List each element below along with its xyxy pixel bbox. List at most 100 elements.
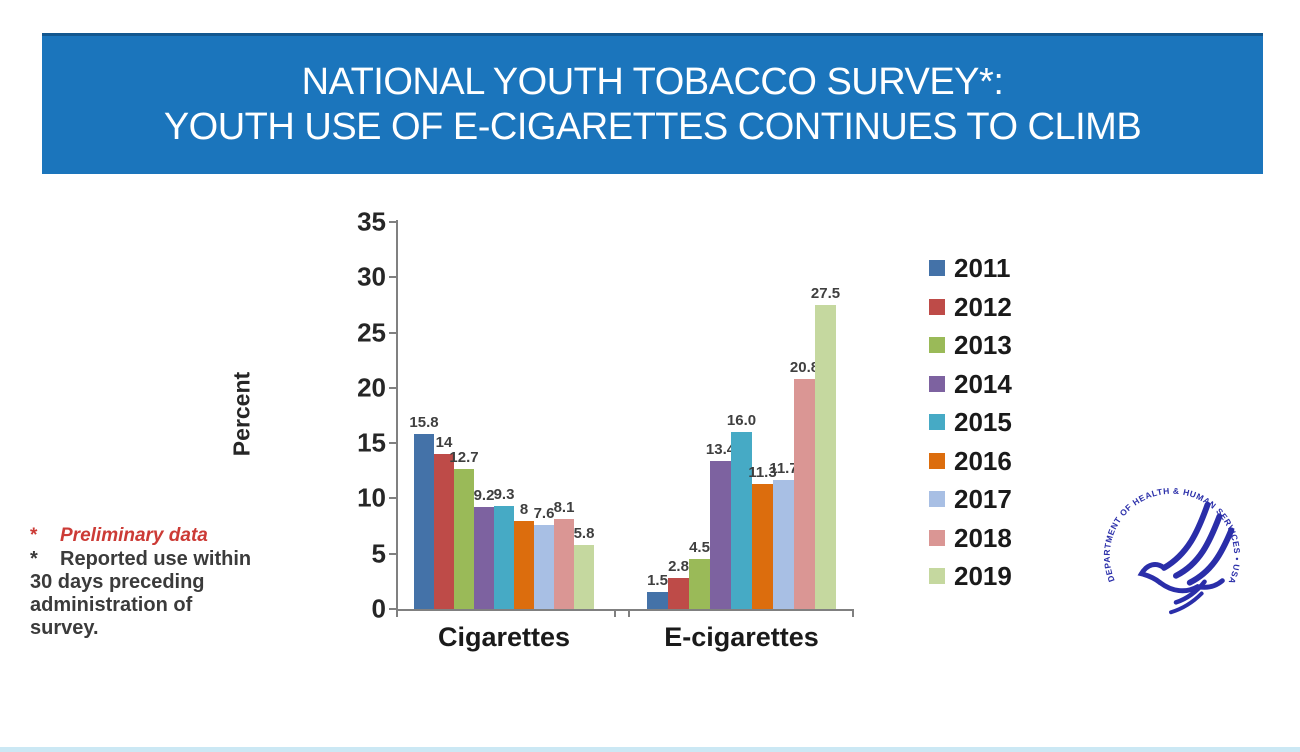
bar-value-label: 1.5 xyxy=(647,572,668,589)
bar-value-label: 11.3 xyxy=(748,464,777,481)
bar-2013-e-cigarettes xyxy=(689,559,710,609)
y-axis-title: Percent xyxy=(228,371,255,457)
bar-2019-e-cigarettes xyxy=(815,305,836,609)
legend-label-2014: 2014 xyxy=(954,368,1012,399)
footnote: * Preliminary data * Reported use within 3… xyxy=(30,524,260,640)
bar-2019-cigarettes xyxy=(574,545,594,609)
legend-label-2011: 2011 xyxy=(954,253,1011,283)
y-axis-tick xyxy=(389,552,396,555)
legend-item-2017: 2017 xyxy=(929,486,1012,512)
y-axis-tick xyxy=(389,331,396,334)
legend-item-2014: 2014 xyxy=(929,371,1012,397)
legend-label-2017: 2017 xyxy=(954,484,1012,514)
bar-value-label: 16.0 xyxy=(726,412,757,429)
bar-2016-cigarettes xyxy=(514,521,534,609)
y-axis-tick xyxy=(389,608,396,610)
y-axis-tick-label: 5 xyxy=(371,538,386,569)
x-axis-tick xyxy=(628,609,630,617)
y-axis-tick-label: 20 xyxy=(357,372,386,403)
bar-value-label: 13.4 xyxy=(705,441,736,458)
x-axis-tick xyxy=(614,609,616,617)
legend-swatch-2014 xyxy=(929,375,945,392)
legend-label-2015: 2015 xyxy=(954,407,1012,437)
legend-label-2019: 2019 xyxy=(954,561,1012,591)
x-axis-tick xyxy=(396,609,398,617)
legend-label-2012: 2012 xyxy=(954,291,1012,322)
legend-item-2018: 2018 xyxy=(929,525,1012,551)
y-axis-tick xyxy=(389,442,396,445)
page-title-line1: NATIONAL YOUTH TOBACCO SURVEY*: xyxy=(301,61,1004,103)
bar-2016-e-cigarettes xyxy=(752,484,773,609)
bar-value-label: 9.2 xyxy=(473,487,495,504)
y-axis-tick-label: 10 xyxy=(357,482,386,513)
legend-swatch-2018 xyxy=(929,529,945,546)
legend-item-2015: 2015 xyxy=(929,409,1012,435)
y-axis-tick-label: 15 xyxy=(357,427,386,458)
legend-swatch-2011 xyxy=(929,260,945,276)
bar-2017-e-cigarettes xyxy=(773,480,794,609)
footnote-line4: administration of survey. xyxy=(30,594,193,639)
bar-value-label: 2.8 xyxy=(668,558,689,575)
footnote-preliminary-text: Preliminary data xyxy=(60,525,208,546)
bar-value-label: 9.3 xyxy=(493,486,515,503)
bar-value-label: 5.8 xyxy=(573,525,595,542)
y-axis-tick xyxy=(389,497,396,500)
legend-item-2013: 2013 xyxy=(929,332,1012,358)
bar-value-label: 7.6 xyxy=(533,505,555,522)
bar-value-label: 8 xyxy=(519,501,529,518)
category-label-cigarettes: Cigarettes xyxy=(437,622,571,652)
y-axis-tick-label: 35 xyxy=(357,206,386,237)
legend-item-2012: 2012 xyxy=(929,294,1012,320)
footnote-preliminary: * Preliminary data xyxy=(30,524,260,548)
bar-2011-e-cigarettes xyxy=(647,592,668,609)
bottom-accent-strip xyxy=(0,747,1300,752)
legend-label-2013: 2013 xyxy=(954,330,1012,360)
asterisk-bullet: * xyxy=(30,548,38,570)
legend-label-2018: 2018 xyxy=(954,522,1012,553)
legend-swatch-2012 xyxy=(929,298,945,315)
bar-2013-cigarettes xyxy=(454,469,474,609)
bar-2011-cigarettes xyxy=(414,434,434,609)
legend-swatch-2017 xyxy=(929,491,945,507)
footnote-line3: 30 days preceding xyxy=(30,571,205,593)
bar-2015-e-cigarettes xyxy=(731,432,752,609)
hhs-eagle-icon xyxy=(1137,501,1235,615)
y-axis-tick xyxy=(389,386,396,389)
bar-2015-cigarettes xyxy=(494,506,514,609)
y-axis-line xyxy=(396,220,398,609)
bar-2018-e-cigarettes xyxy=(794,379,815,609)
bar-2012-cigarettes xyxy=(434,454,454,609)
y-axis-tick-label: 0 xyxy=(371,593,386,624)
legend-swatch-2015 xyxy=(929,414,945,430)
bar-value-label: 20.8 xyxy=(789,359,820,376)
bar-2018-cigarettes xyxy=(554,519,574,609)
legend-swatch-2016 xyxy=(929,452,945,469)
bar-value-label: 14 xyxy=(435,434,453,451)
hhs-logo-circle-text: DEPARTMENT OF HEALTH & HUMAN SERVICES • … xyxy=(1102,486,1243,586)
bar-value-label: 4.5 xyxy=(689,539,710,556)
bar-value-label: 8.1 xyxy=(553,499,575,516)
footnote-reported-use: * Reported use within xyxy=(30,548,252,570)
hhs-logo: DEPARTMENT OF HEALTH & HUMAN SERVICES • … xyxy=(1102,486,1243,615)
bar-2014-cigarettes xyxy=(474,507,494,609)
legend-label-2016: 2016 xyxy=(954,445,1012,476)
legend-item-2016: 2016 xyxy=(929,448,1012,474)
bar-value-label: 15.8 xyxy=(409,414,439,431)
x-axis-line xyxy=(396,609,852,611)
bar-2017-cigarettes xyxy=(534,525,554,609)
y-axis-tick-label: 25 xyxy=(357,317,386,348)
bar-value-label: 11.7 xyxy=(769,460,798,477)
bar-2012-e-cigarettes xyxy=(668,578,689,609)
bar-value-label: 27.5 xyxy=(810,285,841,302)
y-axis-tick xyxy=(389,276,396,279)
page-title-line2: YOUTH USE OF E-CIGARETTES CONTINUES TO C… xyxy=(163,106,1142,148)
category-label-e-cigarettes: E-cigarettes xyxy=(664,622,819,652)
bar-2014-e-cigarettes xyxy=(710,461,731,609)
y-axis-tick xyxy=(389,221,396,223)
legend-swatch-2013 xyxy=(929,337,945,353)
x-axis-tick xyxy=(852,609,854,617)
legend-item-2011: 2011 xyxy=(929,255,1010,281)
legend-swatch-2019 xyxy=(929,568,945,584)
